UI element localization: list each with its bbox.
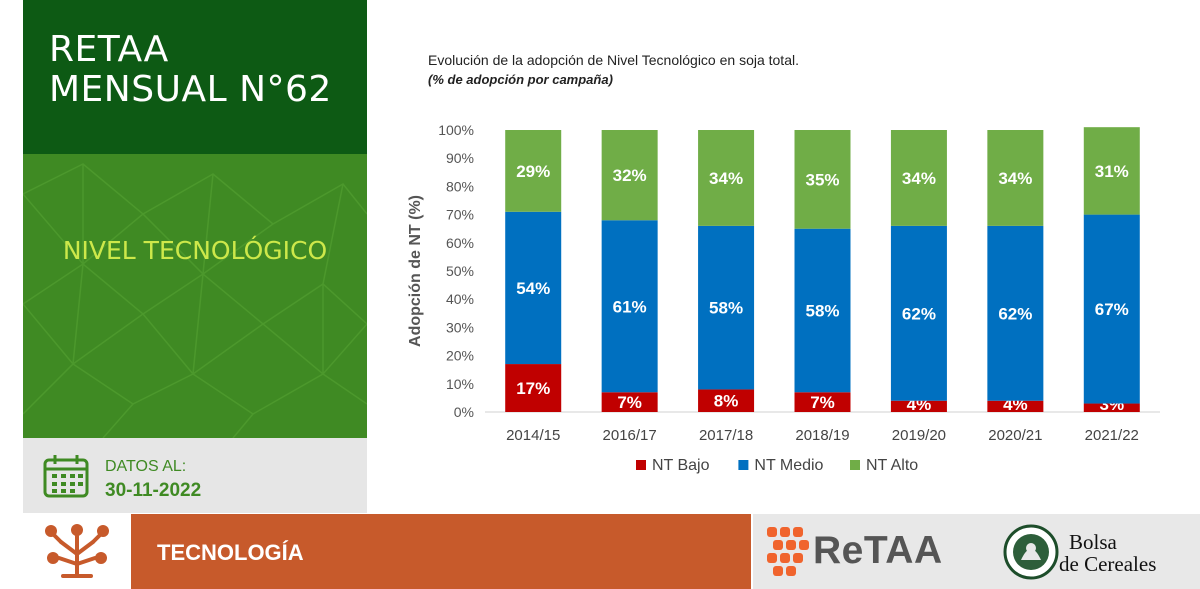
y-axis-label: Adopción de NT (%) (407, 195, 424, 347)
bar-segment (987, 130, 1044, 226)
topic-title: NIVEL TECNOLÓGICO (62, 236, 328, 265)
y-tick-label: 0% (454, 404, 474, 420)
bar-segment (1083, 127, 1140, 215)
y-tick-label: 80% (446, 178, 474, 194)
data-label: 58% (805, 301, 839, 320)
bar-segment (794, 130, 851, 229)
x-tick-label: 2019/20 (892, 427, 946, 444)
bar-segment (1083, 214, 1140, 404)
retaa-logo-text: ReTAA (813, 529, 943, 572)
report-title-line2: MENSUAL N°62 (49, 69, 332, 110)
bar-segment (987, 225, 1044, 401)
calendar-icon (43, 455, 89, 498)
bar-segment (890, 130, 947, 226)
section-banner: TECNOLOGÍA (131, 514, 751, 589)
stacked-bar-chart: Adopción de NT (%) 0% 10% 20% 30% 40% 50% 60% 70… (407, 122, 1160, 474)
bar-segment (698, 225, 755, 390)
bar-segment (987, 400, 1044, 412)
y-tick-label: 40% (446, 291, 474, 307)
chart-title: Evolución de la adopción de Nivel Tecnol… (428, 52, 799, 68)
bar-segment (601, 130, 658, 221)
bar-segment (601, 392, 658, 412)
bar-segment (698, 389, 755, 412)
legend-label: NT Medio (754, 457, 823, 474)
legend-swatch (636, 460, 646, 470)
legend-swatch (738, 460, 749, 470)
x-tick-label: 2018/19 (795, 427, 849, 444)
x-tick-label: 2014/15 (506, 427, 560, 444)
section-label: TECNOLOGÍA (157, 540, 304, 565)
bolsa-logo-line1: Bolsa (1069, 530, 1117, 554)
x-tick-label: 2017/18 (699, 427, 753, 444)
bar-segment (505, 130, 562, 212)
data-label: 58% (709, 299, 743, 318)
bar-segment (890, 400, 947, 412)
y-tick-label: 50% (446, 263, 474, 279)
tree-network-icon (45, 524, 109, 578)
data-label: 61% (613, 297, 647, 316)
x-tick-label: 2016/17 (603, 427, 657, 444)
bar-segment (505, 211, 562, 365)
y-tick-label: 30% (446, 319, 474, 335)
data-label: 29% (516, 162, 550, 181)
bar-segment (698, 130, 755, 226)
bar-segment (1083, 403, 1140, 412)
data-label: 67% (1095, 300, 1129, 319)
bar-segment (794, 392, 851, 412)
data-label: 32% (613, 166, 647, 185)
data-date-panel: DATOS AL: 30-11-2022 (23, 438, 367, 513)
bar-segment (890, 225, 947, 401)
legend-label: NT Bajo (652, 457, 710, 474)
date-label: DATOS AL: (105, 458, 187, 475)
data-label: 35% (805, 170, 839, 189)
footer-bar: TECNOLOGÍA ReTAA Bolsa de Cereales (23, 514, 1200, 589)
legend-label: NT Alto (866, 457, 918, 474)
date-value: 30-11-2022 (105, 480, 202, 501)
logos-panel: ReTAA Bolsa de Cereales (753, 514, 1200, 589)
data-label: 62% (998, 304, 1032, 323)
y-tick-label: 70% (446, 207, 474, 223)
y-tick-label: 60% (446, 235, 474, 251)
bolsa-logo-line2: de Cereales (1059, 552, 1157, 576)
data-label: 31% (1095, 162, 1129, 181)
data-label: 34% (998, 169, 1032, 188)
tree-icon-container (23, 514, 131, 589)
data-label: 34% (709, 169, 743, 188)
data-label: 8% (714, 392, 739, 411)
data-label: 7% (810, 393, 835, 412)
data-label: 62% (902, 304, 936, 323)
report-header: RETAA MENSUAL N°62 (23, 0, 367, 154)
legend-swatch (850, 460, 860, 470)
topic-panel: NIVEL TECNOLÓGICO (23, 154, 367, 438)
data-label: 7% (617, 393, 642, 412)
bolsa-seal-icon (1003, 524, 1059, 580)
y-tick-label: 20% (446, 348, 474, 364)
y-tick-label: 100% (438, 122, 474, 138)
data-label: 34% (902, 169, 936, 188)
y-tick-label: 90% (446, 150, 474, 166)
bar-segment (505, 364, 562, 412)
bar-segment (601, 220, 658, 393)
chart-subtitle: (% de adopción por campaña) (428, 72, 613, 87)
data-label: 17% (516, 379, 550, 398)
leaf-pattern-background (23, 163, 367, 438)
report-title-line1: RETAA (49, 29, 169, 70)
retaa-logo-icon (767, 527, 809, 576)
y-tick-label: 10% (446, 376, 474, 392)
data-label: 54% (516, 279, 550, 298)
x-tick-label: 2021/22 (1085, 427, 1139, 444)
x-tick-label: 2020/21 (988, 427, 1042, 444)
bar-segment (794, 228, 851, 393)
